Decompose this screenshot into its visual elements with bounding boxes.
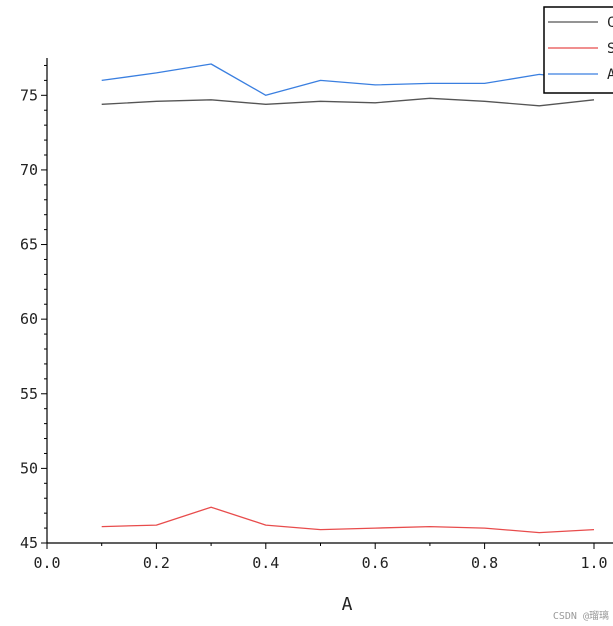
y-tick-label: 70 [20, 161, 38, 179]
y-tick-label: 65 [20, 236, 38, 254]
series-line-s [101, 506, 595, 534]
legend-label: A [607, 67, 613, 83]
legend-label: C [607, 15, 613, 31]
x-tick-label: 0.0 [33, 554, 60, 572]
y-tick-label: 55 [20, 385, 38, 403]
y-tick-label: 75 [20, 86, 38, 104]
watermark: CSDN @瑠璃 [553, 609, 609, 622]
series-line-c [101, 97, 595, 107]
x-tick-label: 0.8 [471, 554, 498, 572]
x-tick-label: 0.4 [252, 554, 279, 572]
y-tick-label: 50 [20, 459, 38, 477]
legend: CSA [543, 6, 613, 94]
legend-box [543, 6, 613, 94]
x-tick-label: 0.6 [362, 554, 389, 572]
x-tick-label: 0.2 [143, 554, 170, 572]
axes: 0.0 0.2 0.4 0.6 0.8 1.0 45 50 55 60 65 70 75 [20, 58, 613, 572]
series-lines [101, 63, 595, 534]
y-tick-label: 45 [20, 534, 38, 552]
x-tick-label: 1.0 [580, 554, 607, 572]
series-line-a [101, 63, 595, 96]
legend-label: S [607, 41, 613, 57]
x-axis-title: A [342, 594, 353, 615]
y-tick-label: 60 [20, 310, 38, 328]
